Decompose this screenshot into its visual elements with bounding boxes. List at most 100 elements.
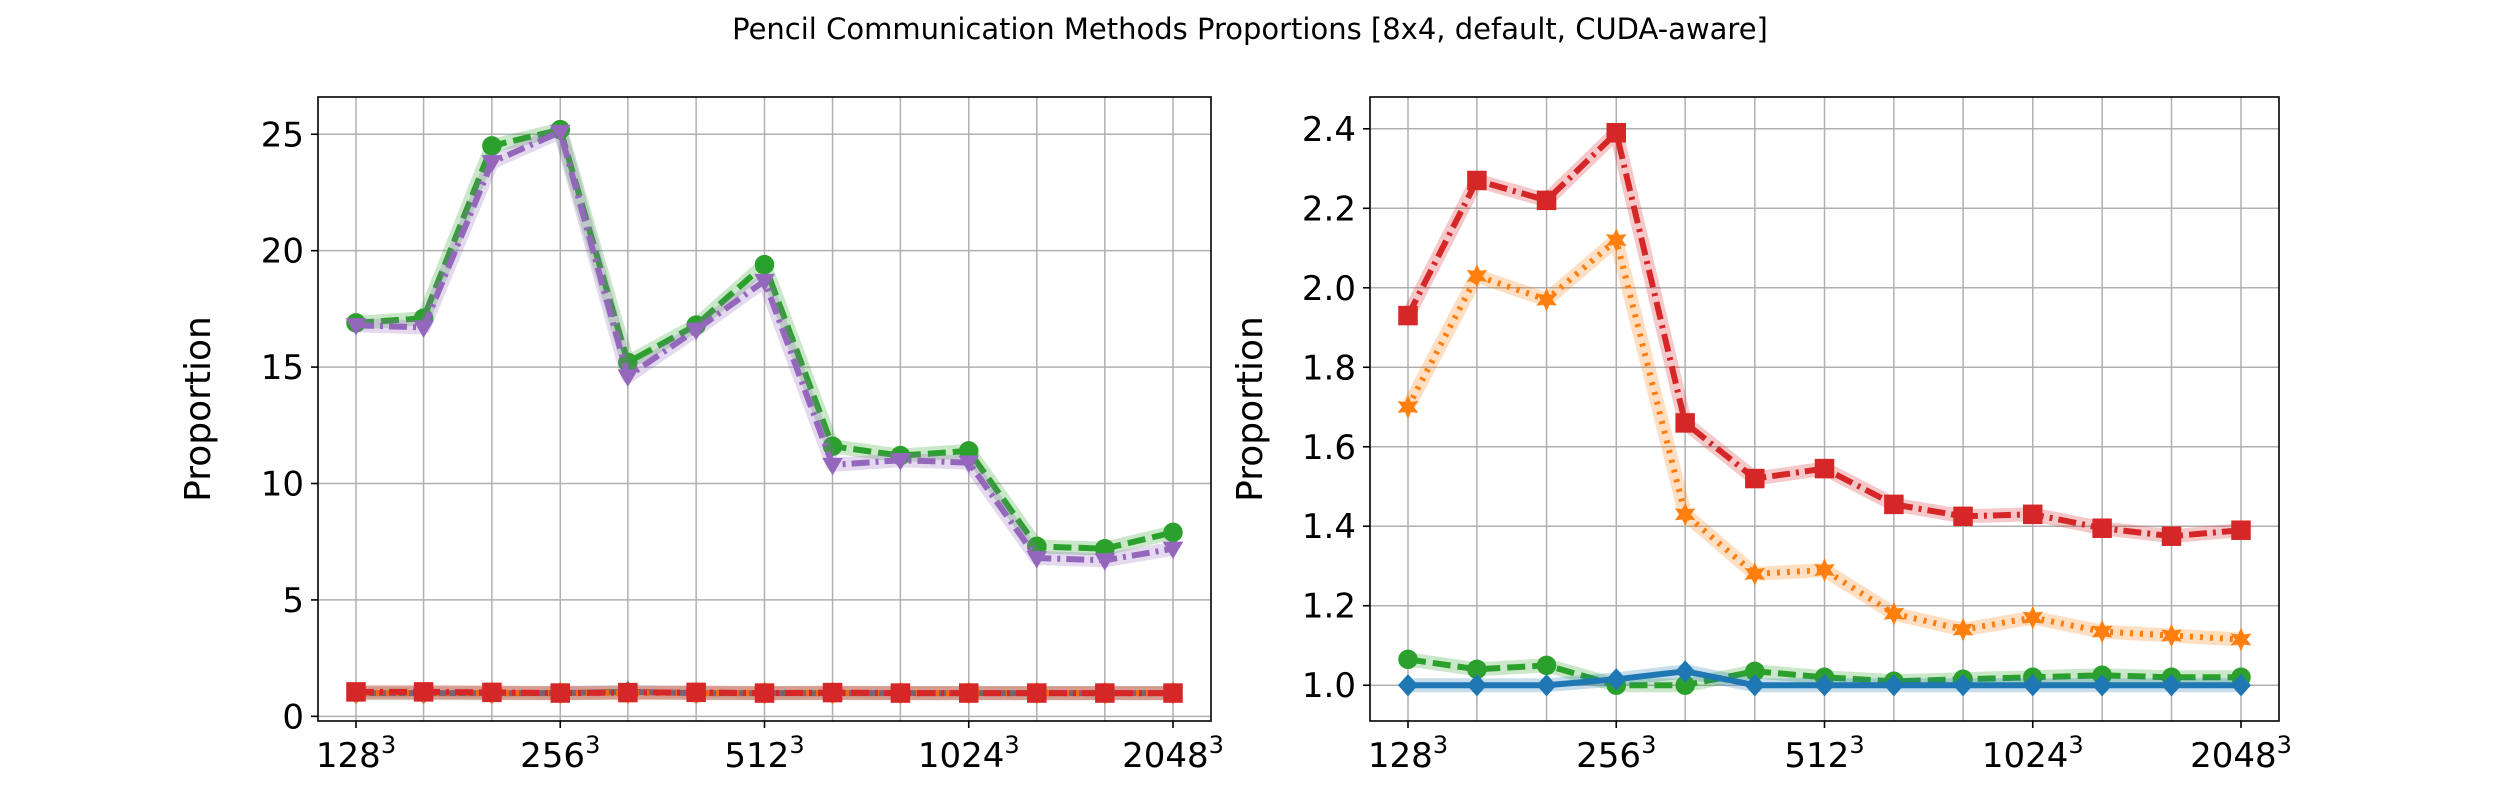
series-star [1397, 228, 2252, 652]
data-point [1398, 305, 1418, 326]
y-tick-label: 25 [261, 115, 304, 155]
y-axis-label: Proportion [1230, 316, 1271, 502]
data-point [2161, 526, 2182, 546]
data-point [1744, 562, 1766, 586]
y-tick-label: 1.0 [1302, 666, 1356, 706]
data-point [346, 682, 366, 702]
y-axis-label: Proportion [178, 316, 219, 502]
data-point [1536, 655, 1557, 676]
series-square [346, 682, 1183, 703]
data-point [1397, 674, 1419, 697]
data-point [1163, 522, 1183, 543]
data-point [482, 682, 502, 703]
y-tick-label: 1.2 [1302, 587, 1356, 627]
y-tick-label: 20 [261, 232, 304, 272]
data-point [1744, 674, 1765, 697]
data-point [1466, 674, 1487, 697]
left-panel: 0 5 10 15 20 25 1283 2563 5123 10243 20483 Proporti… [178, 96, 1224, 776]
data-point [1884, 494, 1904, 515]
data-point [1814, 458, 1835, 479]
data-point [2022, 674, 2043, 697]
y-tick-label: 1.8 [1302, 348, 1356, 388]
data-point [2092, 674, 2113, 697]
x-tick-label: 10243 [1982, 731, 2084, 776]
data-point [2022, 605, 2044, 630]
data-point [1883, 601, 1905, 626]
data-point [550, 683, 570, 703]
y-tick-label: 1.4 [1302, 507, 1356, 547]
data-point [2023, 504, 2043, 525]
x-tick-label: 10243 [918, 731, 1020, 776]
x-tick-label: 1283 [316, 731, 396, 776]
data-point [1398, 649, 1418, 670]
data-point [413, 682, 434, 702]
data-point [754, 683, 775, 703]
data-point [890, 683, 911, 703]
data-point [1027, 683, 1047, 703]
data-point [1953, 674, 1974, 697]
data-point [1814, 674, 1835, 697]
y-tick-label: 15 [261, 348, 304, 388]
data-point [618, 682, 638, 703]
figure-title: Pencil Communication Methods Proportions… [732, 12, 1768, 46]
data-point [2161, 623, 2182, 648]
data-point [1466, 264, 1488, 288]
data-point [2161, 674, 2182, 697]
x-tick-label: 5123 [1784, 731, 1864, 776]
data-point [685, 322, 707, 341]
data-point [1745, 468, 1765, 489]
y-tick-label: 2.2 [1302, 189, 1356, 229]
data-point [1952, 617, 1974, 642]
data-point [2091, 619, 2113, 644]
data-point [482, 136, 502, 156]
data-point [1675, 413, 1695, 433]
x-tick-label: 1283 [1368, 731, 1448, 776]
data-point [1953, 506, 1973, 527]
x-tick-label: 2563 [520, 731, 600, 776]
data-point [1095, 683, 1115, 703]
data-point [1397, 395, 1419, 419]
data-point [617, 369, 639, 387]
data-point [1883, 674, 1904, 697]
y-tick-label: 5 [282, 581, 304, 621]
data-point [686, 682, 706, 703]
x-tick-label: 20483 [2190, 731, 2292, 776]
data-point [1026, 550, 1048, 569]
data-point [2230, 627, 2252, 652]
data-point [1814, 558, 1835, 582]
data-point [822, 682, 843, 703]
series-square [1398, 123, 2251, 546]
data-point [1163, 683, 1183, 703]
data-point [2231, 520, 2251, 540]
data-point [1536, 190, 1557, 211]
data-point [958, 455, 980, 474]
data-point [1674, 502, 1696, 527]
data-point [754, 273, 775, 292]
data-point [413, 320, 434, 338]
data-point [1606, 668, 1627, 691]
data-point [754, 254, 775, 275]
right-panel: 1.0 1.2 1.4 1.6 1.8 2.0 2.2 2.4 1283 2563 5123 1024… [1230, 96, 2292, 776]
data-point [822, 457, 843, 476]
data-point [1536, 287, 1557, 312]
series-diamond [1397, 660, 2252, 697]
data-point [549, 124, 571, 143]
data-point [1162, 541, 1184, 560]
data-point [1675, 660, 1696, 683]
data-point [481, 155, 503, 173]
data-point [959, 683, 979, 703]
data-point [890, 453, 911, 471]
y-tick-label: 1.6 [1302, 428, 1356, 468]
data-point [1605, 228, 1627, 252]
data-point [1536, 674, 1557, 697]
y-tick-label: 10 [261, 465, 304, 505]
data-point [1467, 170, 1487, 191]
data-point [345, 318, 367, 336]
data-point [2230, 674, 2252, 697]
y-tick-label: 2.0 [1302, 269, 1356, 309]
y-tick-label: 0 [282, 697, 304, 737]
x-tick-label: 5123 [724, 731, 804, 776]
series-tri_down [345, 124, 1184, 571]
x-tick-label: 20483 [1122, 731, 1224, 776]
